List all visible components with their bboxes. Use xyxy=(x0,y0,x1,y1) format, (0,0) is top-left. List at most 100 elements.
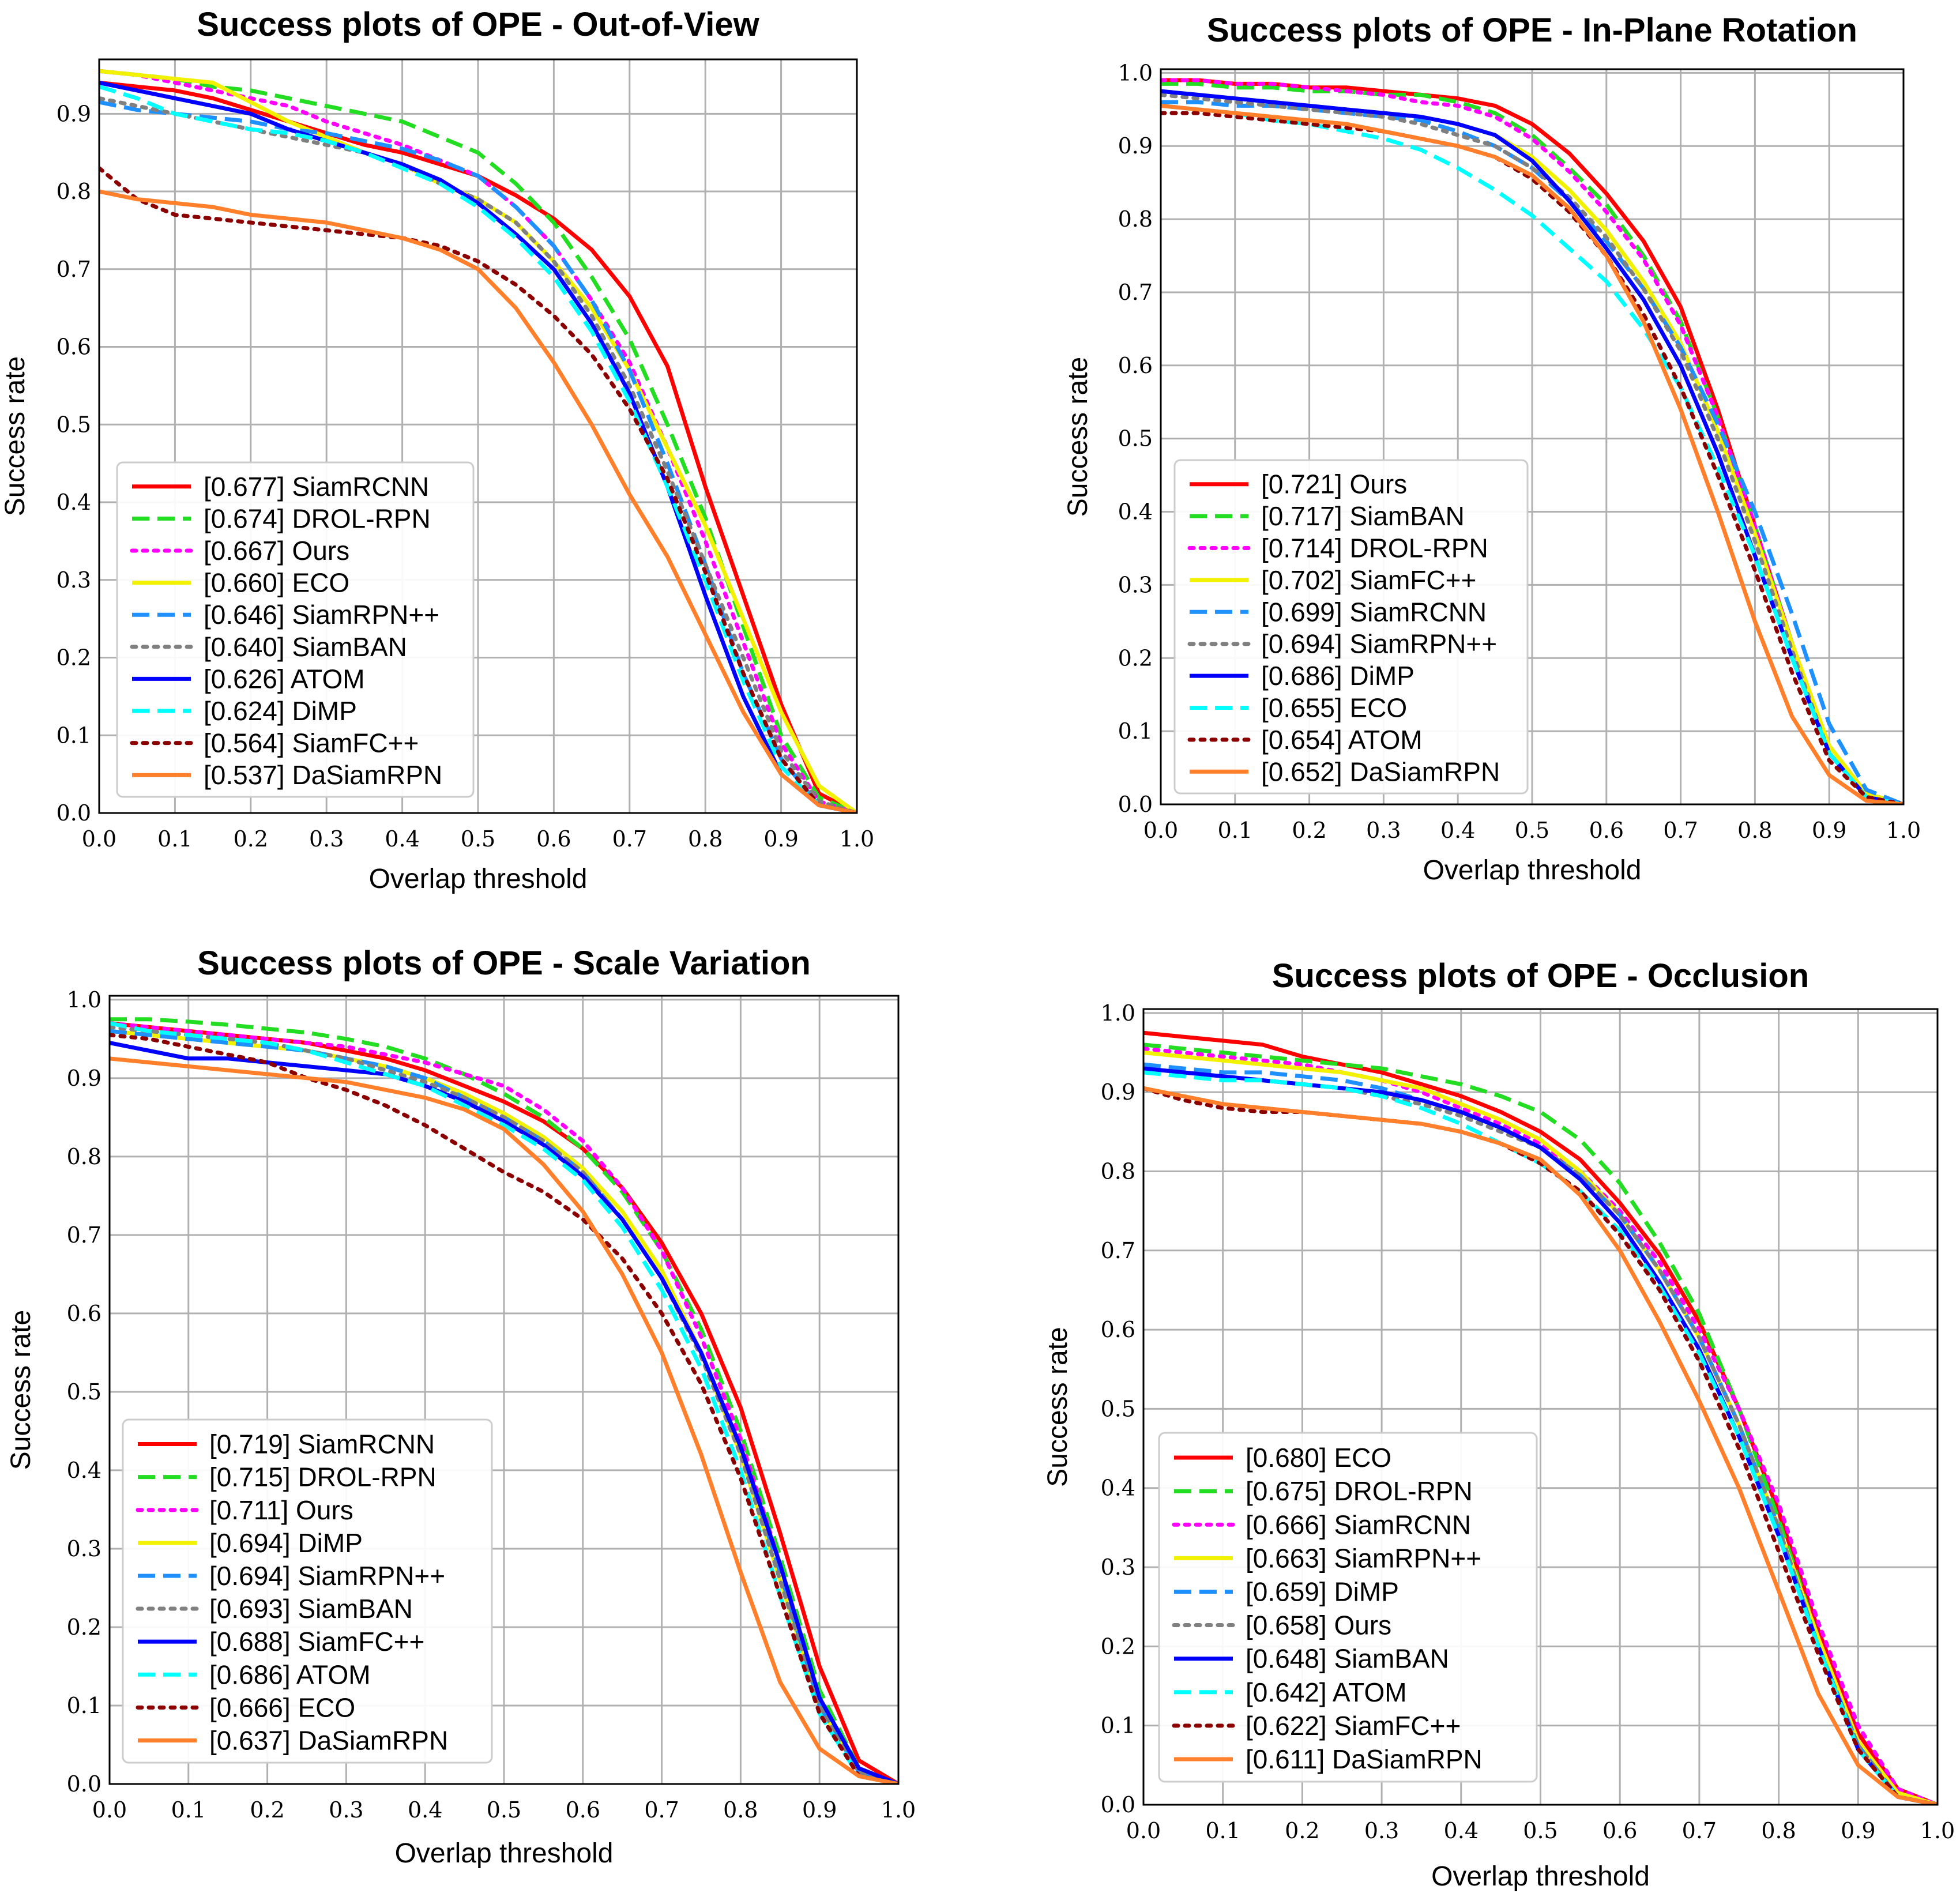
x-tick-label: 0.3 xyxy=(329,1797,363,1823)
legend-box xyxy=(1173,459,1529,795)
legend-entry: [0.564] SiamFC++ xyxy=(204,728,419,758)
y-tick-label: 0.1 xyxy=(1101,1713,1135,1738)
y-axis-label: Success rate xyxy=(1043,1327,1073,1486)
chart-title: Success plots of OPE - Occlusion xyxy=(1272,957,1809,995)
legend-entry: [0.680] ECO xyxy=(1246,1443,1391,1473)
x-tick-label: 0.8 xyxy=(1761,1818,1796,1843)
y-tick-label: 0.3 xyxy=(67,1536,101,1561)
legend-entry: [0.693] SiamBAN xyxy=(209,1594,413,1624)
x-tick-label: 0.5 xyxy=(461,826,495,852)
series-line-dimp xyxy=(99,84,857,813)
legend-entry: [0.642] ATOM xyxy=(1246,1677,1407,1707)
legend-entry: [0.694] SiamRPN++ xyxy=(209,1561,445,1591)
legend-entry: [0.721] Ours xyxy=(1261,469,1407,499)
y-tick-label: 0.6 xyxy=(1101,1317,1135,1342)
legend-entry: [0.686] DiMP xyxy=(1261,661,1414,691)
x-tick-label: 0.6 xyxy=(536,826,571,852)
legend-box xyxy=(122,1418,493,1764)
y-tick-label: 0.6 xyxy=(57,334,91,360)
x-tick-label: 0.4 xyxy=(1444,1818,1479,1843)
x-axis-label: Overlap threshold xyxy=(1431,1861,1650,1892)
x-tick-label: 0.6 xyxy=(566,1797,600,1823)
x-tick-label: 0.6 xyxy=(1602,1818,1637,1843)
x-tick-label: 0.3 xyxy=(1366,818,1401,843)
legend: [0.721] Ours[0.717] SiamBAN[0.714] DROL-… xyxy=(1173,459,1529,795)
y-tick-label: 0.0 xyxy=(57,800,91,826)
legend-entry: [0.640] SiamBAN xyxy=(204,632,407,662)
series-line-eco xyxy=(1161,103,1903,804)
y-tick-label: 0.3 xyxy=(1101,1555,1135,1580)
x-tick-label: 0.8 xyxy=(688,826,723,852)
x-tick-label: 0.7 xyxy=(644,1797,679,1823)
legend-entry: [0.717] SiamBAN xyxy=(1261,501,1465,531)
y-tick-label: 0.9 xyxy=(1118,133,1153,159)
x-tick-label: 1.0 xyxy=(1920,1818,1955,1843)
y-tick-label: 0.5 xyxy=(1118,426,1153,451)
legend: [0.677] SiamRCNN[0.674] DROL-RPN[0.667] … xyxy=(116,461,475,798)
series-line-eco xyxy=(110,1033,898,1784)
series-line-atom xyxy=(99,80,857,813)
legend-entry: [0.667] Ours xyxy=(204,536,349,566)
chart-title: Success plots of OPE - Scale Variation xyxy=(197,944,811,982)
y-tick-label: 0.5 xyxy=(67,1379,101,1405)
y-tick-label: 0.7 xyxy=(57,257,91,282)
y-tick-label: 0.1 xyxy=(57,722,91,748)
y-tick-label: 0.0 xyxy=(1101,1792,1135,1817)
legend-entry: [0.646] SiamRPN++ xyxy=(204,600,439,630)
y-tick-label: 0.2 xyxy=(57,645,91,671)
series-line-siamrpn- xyxy=(1161,92,1903,804)
legend-entry: [0.663] SiamRPN++ xyxy=(1246,1543,1481,1573)
x-tick-label: 0.2 xyxy=(234,826,268,852)
x-tick-label: 0.7 xyxy=(1663,818,1698,843)
series-line-siamrcnn xyxy=(1143,1047,1938,1805)
series-line-siamfc- xyxy=(110,1041,898,1784)
legend-entry: [0.654] ATOM xyxy=(1261,725,1423,755)
legend-entry: [0.714] DROL-RPN xyxy=(1261,533,1488,563)
x-tick-label: 0.8 xyxy=(1737,818,1772,843)
y-tick-label: 1.0 xyxy=(1101,1000,1135,1026)
y-tick-label: 0.5 xyxy=(1101,1396,1135,1421)
x-tick-label: 0.7 xyxy=(612,826,647,852)
legend-entry: [0.715] DROL-RPN xyxy=(209,1462,437,1492)
legend-entry: [0.626] ATOM xyxy=(204,664,365,694)
x-tick-label: 0.8 xyxy=(723,1797,758,1823)
y-tick-label: 0.2 xyxy=(67,1614,101,1640)
legend-entry: [0.655] ECO xyxy=(1261,693,1407,723)
legend-entry: [0.675] DROL-RPN xyxy=(1246,1476,1473,1506)
x-tick-label: 0.9 xyxy=(763,826,798,852)
y-tick-label: 0.4 xyxy=(67,1458,101,1483)
x-axis-label: Overlap threshold xyxy=(1423,855,1642,886)
legend-entry: [0.658] Ours xyxy=(1246,1610,1391,1640)
x-tick-label: 0.6 xyxy=(1589,818,1624,843)
series-line-dasiamrpn xyxy=(1161,103,1903,804)
y-tick-label: 0.9 xyxy=(57,101,91,126)
x-tick-label: 0.1 xyxy=(171,1797,206,1823)
y-tick-label: 0.9 xyxy=(1101,1079,1135,1105)
legend-entry: [0.694] DiMP xyxy=(209,1528,363,1558)
plot-frame xyxy=(98,58,858,814)
x-tick-label: 0.9 xyxy=(1812,818,1846,843)
x-tick-label: 1.0 xyxy=(881,1797,916,1823)
legend-entry: [0.719] SiamRCNN xyxy=(209,1429,435,1459)
x-tick-label: 0.5 xyxy=(1523,1818,1558,1843)
x-tick-label: 0.0 xyxy=(1143,818,1178,843)
legend-entry: [0.699] SiamRCNN xyxy=(1261,597,1487,627)
y-tick-label: 0.8 xyxy=(1101,1158,1135,1184)
series-line-siamfc- xyxy=(99,166,857,813)
legend-entry: [0.637] DaSiamRPN xyxy=(209,1725,448,1755)
legend-entry: [0.648] SiamBAN xyxy=(1246,1644,1449,1674)
y-tick-label: 1.0 xyxy=(1118,60,1153,85)
x-tick-label: 0.1 xyxy=(1205,1818,1240,1843)
series-line-dasiamrpn xyxy=(99,189,857,813)
legend-entry: [0.688] SiamFC++ xyxy=(209,1627,424,1657)
y-tick-label: 0.8 xyxy=(1118,206,1153,232)
y-tick-label: 0.4 xyxy=(1118,499,1153,525)
x-tick-label: 1.0 xyxy=(840,826,874,852)
legend-box xyxy=(116,461,475,798)
x-tick-label: 0.0 xyxy=(92,1797,127,1823)
x-tick-label: 0.9 xyxy=(1841,1818,1875,1843)
y-tick-label: 0.3 xyxy=(57,567,91,593)
series-line-siamban xyxy=(99,96,857,813)
series-line-siamfc- xyxy=(1143,1086,1938,1805)
legend-box xyxy=(1158,1432,1538,1783)
